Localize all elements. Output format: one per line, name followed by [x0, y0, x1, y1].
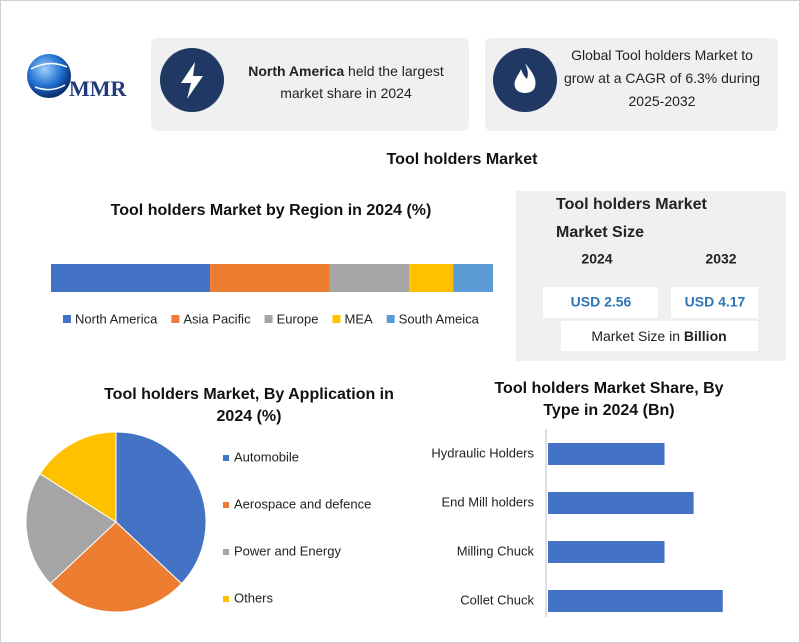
legend-label: MEA — [345, 311, 374, 326]
chart-title: Tool holders Market, By Application in 2… — [104, 386, 394, 425]
logo-globe — [27, 54, 71, 98]
value-box — [543, 287, 658, 318]
pie-slice — [115, 431, 207, 585]
bar-segment — [409, 264, 454, 292]
legend-label: Europe — [277, 311, 319, 326]
legend-label: Automobile — [234, 449, 299, 464]
flame-glyph — [514, 63, 536, 93]
bar — [548, 492, 694, 514]
note-unit: Billion — [684, 328, 727, 344]
chart-title: Tool holders Market Share, By Type in 20… — [494, 380, 724, 419]
pie-slice — [25, 473, 117, 585]
legend-swatch — [223, 549, 229, 555]
market-value: USD 4.17 — [685, 294, 746, 310]
main-title: Tool holders Market — [1, 149, 799, 171]
bar-segment — [51, 264, 211, 292]
year-label: 2024 — [581, 251, 612, 267]
legend-swatch — [332, 315, 341, 323]
legend-label: North America — [75, 311, 158, 326]
legend-swatch — [386, 315, 395, 323]
main-title-text: Tool holders Market — [386, 151, 538, 168]
legend-label: Asia Pacific — [183, 311, 251, 326]
legend-swatch — [223, 502, 229, 508]
logo-swoosh — [30, 62, 68, 91]
category-label: Milling Chuck — [457, 543, 535, 558]
legend-swatch — [63, 315, 71, 323]
bar — [548, 443, 665, 465]
bar-segment — [453, 264, 493, 292]
note-box — [561, 321, 758, 351]
category-label: Collet Chuck — [460, 592, 534, 607]
legend-label: Aerospace and defence — [234, 496, 371, 511]
legend-label: Others — [234, 590, 274, 605]
card-body: held the largest market share in 2024 — [280, 63, 444, 101]
legend-label: Power and Energy — [234, 543, 341, 558]
bar-segment — [329, 264, 410, 292]
bar — [548, 590, 723, 612]
value-box — [671, 287, 758, 318]
pie-slice — [49, 521, 183, 613]
pie-slice — [39, 431, 117, 523]
card-text: Global Tool holders Market to grow at a … — [563, 47, 761, 109]
market-value: USD 2.56 — [571, 294, 632, 310]
card-highlight: North America — [248, 63, 345, 79]
market-size-subtitle: Market Size — [556, 224, 644, 241]
bar-segment — [210, 264, 330, 292]
legend-swatch — [171, 315, 180, 323]
legend-swatch — [223, 596, 229, 602]
card-text: North America held the largest market sh… — [231, 60, 461, 104]
logo-text: MMR — [69, 76, 128, 101]
note-text: Market Size in — [591, 328, 680, 344]
bolt-glyph — [181, 62, 203, 99]
legend-swatch — [264, 315, 273, 323]
legend-swatch — [223, 455, 229, 461]
bar — [548, 541, 665, 563]
chart-title: Tool holders Market by Region in 2024 (%… — [110, 202, 432, 219]
category-label: Hydraulic Holders — [431, 445, 534, 460]
market-note: Market Size in Billion — [591, 328, 726, 344]
market-size-title: Tool holders Market — [556, 196, 708, 213]
category-label: End Mill holders — [442, 494, 535, 509]
legend-label: South Ameica — [399, 311, 480, 326]
year-label: 2032 — [705, 251, 736, 267]
